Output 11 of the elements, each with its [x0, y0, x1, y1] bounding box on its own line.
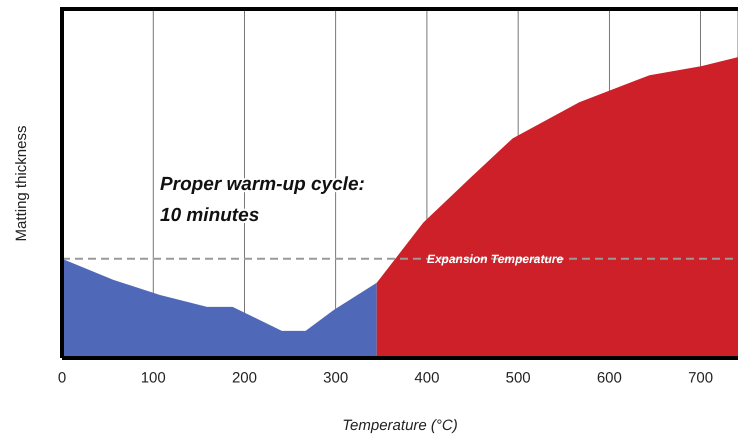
x-tick-label: 0 [58, 370, 66, 387]
x-tick-label: 100 [140, 370, 166, 387]
x-tick-label: 400 [414, 370, 440, 387]
x-tick-label: 600 [596, 370, 622, 387]
ref-line-label: Expansion Temperature [426, 252, 564, 266]
x-tick-label: 200 [232, 370, 257, 387]
x-tick-label: 500 [506, 370, 531, 387]
x-axis-title: Temperature (°C) [342, 417, 458, 434]
x-tick-label: 300 [323, 370, 348, 387]
y-axis-title: Matting thickness [13, 126, 30, 242]
x-tick-label: 700 [688, 370, 714, 387]
